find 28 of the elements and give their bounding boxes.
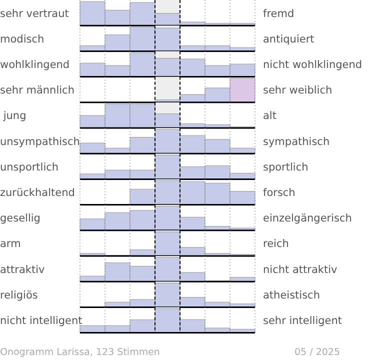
- text: einzelgängerisch: [263, 212, 352, 225]
- text: sehr intelligent: [263, 315, 342, 327]
- text: 05 / 2025: [294, 347, 340, 358]
- text: gesellig: [0, 212, 40, 225]
- text: sportlich: [263, 161, 308, 174]
- text: religiös: [0, 289, 38, 302]
- text: unsympathisch: [0, 136, 80, 148]
- text: wohlklingend: [0, 59, 70, 71]
- text: sehr vertraut: [0, 8, 69, 20]
- annotation: nicht intelligent: [0, 315, 82, 327]
- text: Onogramm Larissa, 123 Stimmen: [0, 347, 160, 358]
- text: antiquiert: [263, 33, 314, 46]
- text: jung: [0, 110, 26, 122]
- text: zurückhaltend: [0, 187, 75, 199]
- text: atheistisch: [263, 289, 320, 302]
- text: reich: [263, 238, 289, 250]
- text: nicht attraktiv: [263, 264, 338, 276]
- text: alt: [263, 110, 276, 122]
- text: sympathisch: [263, 136, 330, 148]
- text: nicht wohlklingend: [263, 59, 362, 71]
- text: sehr männlich: [0, 84, 74, 97]
- text: sehr weiblich: [263, 84, 332, 97]
- text: fremd: [263, 8, 294, 20]
- text: arm: [0, 238, 21, 250]
- text: unsportlich: [0, 161, 59, 174]
- text: modisch: [0, 33, 44, 46]
- text: forsch: [263, 187, 296, 199]
- text: attraktiv: [0, 264, 45, 276]
